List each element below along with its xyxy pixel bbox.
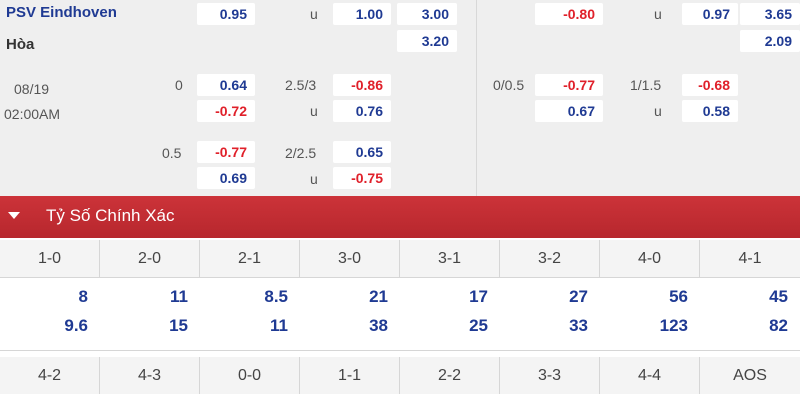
score-odds-cell: 11 15 bbox=[100, 278, 200, 349]
total-line: 1/1.5 bbox=[630, 77, 662, 93]
score-label: 0-0 bbox=[200, 357, 300, 394]
score-label: 3-3 bbox=[500, 357, 600, 394]
score-header-row: 1-0 2-0 2-1 3-0 3-1 3-2 4-0 4-1 bbox=[0, 240, 800, 277]
home-odd[interactable]: 8 bbox=[78, 287, 88, 306]
divider bbox=[0, 277, 800, 278]
total-line: 2/2.5 bbox=[285, 145, 317, 161]
handicap-line: 0 bbox=[175, 77, 183, 93]
handicap-home-odd[interactable]: -0.77 bbox=[535, 74, 603, 96]
first-half-odds-panel: -0.80 u 0.97 3.65 2.09 0/0.5 -0.77 0.67 … bbox=[477, 0, 800, 196]
score-odds-cell: 27 33 bbox=[500, 278, 600, 349]
score-label: 4-4 bbox=[600, 357, 700, 394]
under-label: u bbox=[654, 103, 662, 119]
total-over-odd[interactable]: -0.86 bbox=[333, 74, 391, 96]
score-label: 4-2 bbox=[0, 357, 100, 394]
score-label: 3-2 bbox=[500, 240, 600, 277]
total-over-odd[interactable]: 0.65 bbox=[333, 141, 391, 163]
score-label: AOS bbox=[733, 367, 767, 384]
chevron-down-icon bbox=[8, 212, 20, 219]
1x2-away-odd[interactable]: 3.65 bbox=[740, 3, 800, 25]
score-odds-cell: 8.5 11 bbox=[200, 278, 300, 349]
handicap-home-odd[interactable]: 0.64 bbox=[197, 74, 255, 96]
full-odd[interactable]: 123 bbox=[659, 316, 688, 335]
draw-label: Hòa bbox=[6, 36, 35, 53]
full-odd[interactable]: 82 bbox=[769, 316, 788, 335]
handicap-away-odd[interactable]: -0.72 bbox=[197, 100, 255, 122]
total-under-odd[interactable]: 0.76 bbox=[333, 100, 391, 122]
score-label: 4-0 bbox=[600, 240, 700, 277]
under-label: u bbox=[654, 6, 662, 22]
odds-area: PSV Eindhoven Hòa 08/19 02:00AM 0.95 u 1… bbox=[0, 0, 800, 196]
under-label: u bbox=[310, 171, 318, 187]
total-over-odd[interactable]: -0.68 bbox=[682, 74, 738, 96]
full-odd[interactable]: 33 bbox=[569, 316, 588, 335]
under-label: u bbox=[310, 103, 318, 119]
under-label: u bbox=[310, 6, 318, 22]
section-title: Tỷ Số Chính Xác bbox=[46, 206, 175, 225]
handicap-home-odd[interactable]: -0.77 bbox=[197, 141, 255, 163]
home-odd[interactable]: 11 bbox=[170, 287, 188, 306]
total-line: 2.5/3 bbox=[285, 77, 317, 93]
home-odd[interactable]: 21 bbox=[369, 287, 388, 306]
total-under-odd[interactable]: 1.00 bbox=[333, 3, 391, 25]
match-date: 08/19 bbox=[14, 81, 50, 97]
1x2-away-odd[interactable]: 3.00 bbox=[397, 3, 457, 25]
full-odd[interactable]: 15 bbox=[169, 316, 188, 335]
handicap-away-odd[interactable]: 0.67 bbox=[535, 100, 603, 122]
score-odds-cell: 8 9.6 bbox=[0, 278, 100, 349]
1x2-draw-odd[interactable]: 2.09 bbox=[740, 30, 800, 52]
handicap-away-odd[interactable]: 0.69 bbox=[197, 167, 255, 189]
score-odds-cell: 17 25 bbox=[400, 278, 500, 349]
handicap-home-odd[interactable]: 0.95 bbox=[197, 3, 255, 25]
home-team-name: PSV Eindhoven bbox=[6, 4, 117, 21]
correct-score-section-header[interactable]: Tỷ Số Chính Xác bbox=[0, 196, 800, 238]
full-odd[interactable]: 25 bbox=[469, 316, 488, 335]
score-label: 1-1 bbox=[300, 357, 400, 394]
handicap-line: 0/0.5 bbox=[493, 77, 525, 93]
score-odds-cell: 45 82 bbox=[700, 278, 800, 349]
1x2-draw-odd[interactable]: 3.20 bbox=[397, 30, 457, 52]
full-odd[interactable]: 11 bbox=[270, 316, 288, 335]
score-odds-row: 8 9.6 11 15 8.5 11 21 38 17 25 27 33 56 … bbox=[0, 278, 800, 349]
handicap-line: 0.5 bbox=[162, 145, 182, 161]
full-time-odds-panel: PSV Eindhoven Hòa 08/19 02:00AM 0.95 u 1… bbox=[0, 0, 477, 196]
full-odd[interactable]: 9.6 bbox=[64, 316, 88, 335]
full-odd[interactable]: 38 bbox=[369, 316, 388, 335]
match-time: 02:00AM bbox=[4, 106, 61, 122]
total-under-odd[interactable]: 0.58 bbox=[682, 100, 738, 122]
home-odd[interactable]: 45 bbox=[769, 287, 788, 306]
score-label: 2-2 bbox=[400, 357, 500, 394]
total-under-odd[interactable]: -0.75 bbox=[333, 167, 391, 189]
home-odd[interactable]: 8.5 bbox=[264, 287, 288, 306]
home-odd[interactable]: 27 bbox=[569, 287, 588, 306]
score-odds-cell: 21 38 bbox=[300, 278, 400, 349]
home-odd[interactable]: 56 bbox=[669, 287, 688, 306]
score-label: 4-1 bbox=[738, 250, 762, 267]
home-odd[interactable]: 17 bbox=[469, 287, 488, 306]
total-under-odd[interactable]: 0.97 bbox=[682, 3, 738, 25]
score-label: 3-1 bbox=[400, 240, 500, 277]
score-label: 1-0 bbox=[0, 240, 100, 277]
score-header-row: 4-2 4-3 0-0 1-1 2-2 3-3 4-4 AOS bbox=[0, 357, 800, 394]
score-label: 2-1 bbox=[200, 240, 300, 277]
score-label: 4-3 bbox=[100, 357, 200, 394]
divider bbox=[0, 350, 800, 351]
score-label: 3-0 bbox=[300, 240, 400, 277]
score-odds-cell: 56 123 bbox=[600, 278, 700, 349]
handicap-home-odd[interactable]: -0.80 bbox=[535, 3, 603, 25]
score-label: 2-0 bbox=[100, 240, 200, 277]
